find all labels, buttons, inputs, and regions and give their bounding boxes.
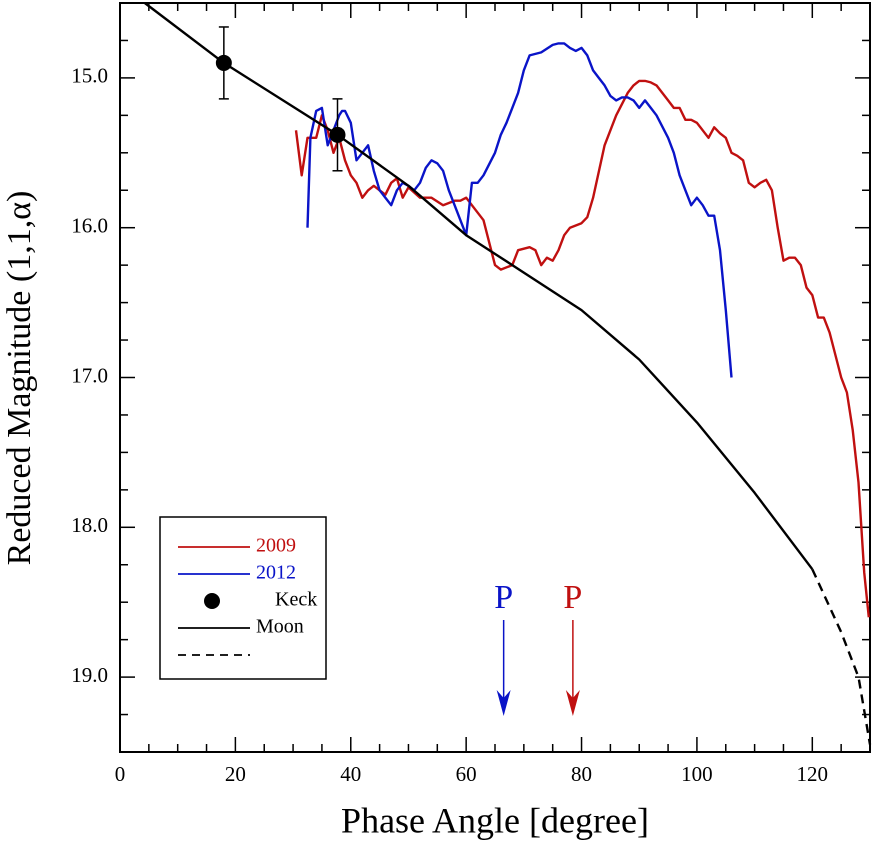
legend-label: 2009	[256, 535, 296, 557]
x-tick-label: 40	[340, 762, 361, 786]
x-tick-label: 20	[225, 762, 246, 786]
legend-label: 2012	[256, 562, 296, 584]
legend-label: Keck	[275, 589, 317, 611]
annotation-arrowhead	[565, 690, 580, 716]
y-tick-label: 19.0	[71, 663, 108, 687]
legend-label: Moon	[256, 616, 304, 638]
annotation-arrowhead	[496, 690, 511, 716]
x-tick-label: 60	[456, 762, 477, 786]
y-tick-label: 15.0	[71, 64, 108, 88]
x-tick-label: 100	[681, 762, 713, 786]
series-line	[306, 42, 733, 378]
x-axis-label: Phase Angle [degree]	[341, 800, 649, 840]
x-tick-label: 80	[571, 762, 592, 786]
legend-box	[159, 516, 327, 680]
annotation-label: P	[494, 579, 513, 616]
annotation-label: P	[563, 579, 582, 616]
y-tick-label: 16.0	[71, 214, 108, 238]
y-tick-label: 18.0	[71, 513, 108, 537]
series-line	[811, 568, 872, 745]
x-tick-label: 120	[797, 762, 829, 786]
series-line	[144, 2, 814, 570]
legend-marker	[204, 593, 220, 609]
series-line	[294, 79, 870, 618]
y-axis-label: Reduced Magnitude (1,1,α)	[1, 191, 38, 566]
y-tick-label: 17.0	[71, 363, 108, 387]
x-tick-label: 0	[115, 762, 126, 786]
